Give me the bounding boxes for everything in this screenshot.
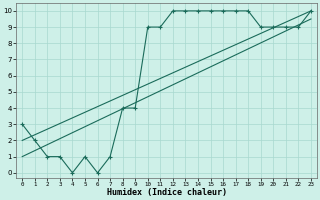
X-axis label: Humidex (Indice chaleur): Humidex (Indice chaleur) (107, 188, 227, 197)
